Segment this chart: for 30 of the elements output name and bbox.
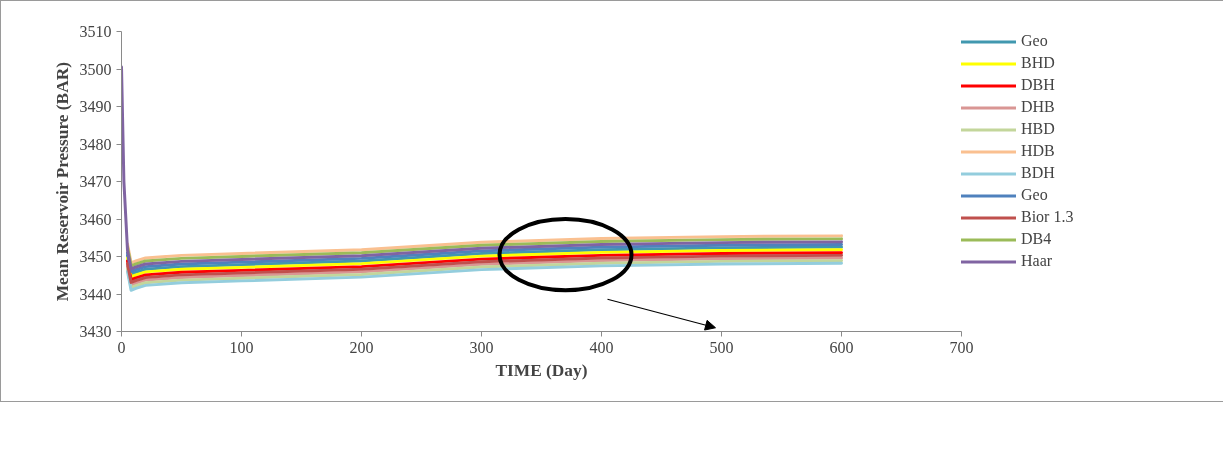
y-tick-label: 3480 [79,135,112,153]
y-tick-label: 3460 [79,210,112,228]
y-tick-label: 3450 [79,248,112,265]
legend-label: Haar [1021,251,1053,271]
legend-label: BHD [1021,53,1055,73]
y-tick-label: 3500 [79,60,112,78]
legend-label: DBH [1021,75,1055,95]
y-tick-label: 3470 [79,173,112,190]
legend-label: BDH [1021,163,1055,183]
legend-label: DHB [1021,97,1055,117]
x-tick-label: 0 [117,338,126,356]
x-tick-label: 500 [709,338,734,356]
y-tick-label: 3430 [79,323,112,340]
y-tick-label: 3490 [79,98,112,115]
legend-label: Geo [1021,31,1048,51]
y-tick-label: 3510 [79,23,112,40]
x-tick-label: 400 [589,338,614,356]
legend-label: HDB [1021,141,1055,161]
x-tick-label: 100 [229,338,254,356]
legend-label: Bior 1.3 [1021,207,1074,227]
x-axis-title: TIME (Day) [495,360,588,380]
x-tick-label: 700 [949,338,974,356]
legend-label: Geo [1021,185,1048,205]
x-tick-label: 600 [829,338,854,356]
x-tick-label: 300 [469,338,494,356]
y-tick-label: 3440 [79,285,112,303]
x-tick-label: 200 [349,338,374,356]
legend-label: DB4 [1021,229,1052,249]
legend-label: HBD [1021,119,1055,139]
y-axis-title: Mean Reservoir Pressure (BAR) [52,61,72,302]
